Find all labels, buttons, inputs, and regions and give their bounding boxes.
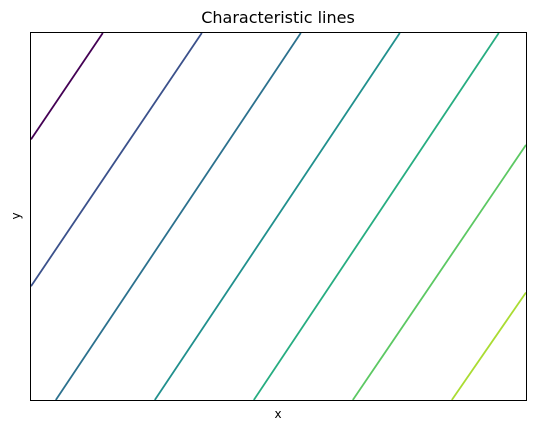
characteristic-line-6 [352, 144, 527, 401]
x-axis-label: x [274, 407, 281, 421]
characteristic-line-2 [30, 32, 203, 287]
characteristic-line-3 [55, 32, 302, 401]
characteristic-line-5 [253, 32, 500, 401]
y-axis-label: y [9, 212, 23, 219]
chart-title: Characteristic lines [201, 8, 355, 27]
characteristic-line-4 [154, 32, 401, 401]
series-layer [30, 32, 527, 401]
characteristic-line-1 [30, 32, 104, 140]
plot-area [30, 32, 527, 401]
characteristic-line-7 [451, 291, 527, 401]
plot-frame [30, 32, 527, 401]
